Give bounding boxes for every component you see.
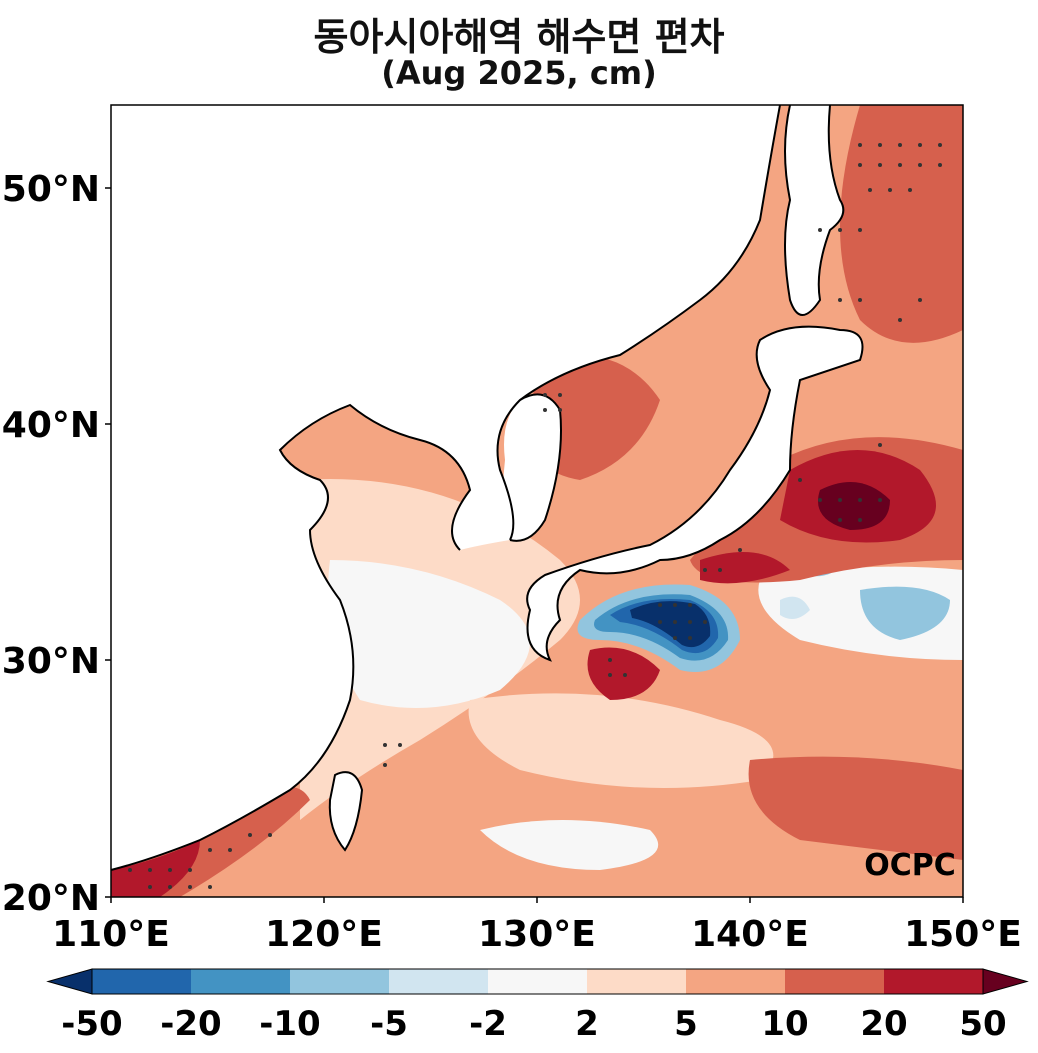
x-axis: 110°E 120°E 130°E 140°E 150°E	[52, 897, 1022, 955]
colorbar-swatch	[191, 969, 290, 994]
colorbar-swatch	[587, 969, 686, 994]
colorbar-tick-label: 20	[860, 1004, 907, 1044]
map-title: 동아시아해역 해수면 편차	[313, 15, 725, 59]
colorbar-tick-label: -5	[370, 1004, 408, 1044]
anomaly-dark-red-coast	[111, 840, 200, 897]
colorbar-swatch	[389, 969, 488, 994]
x-tick-label: 110°E	[52, 914, 170, 955]
map-subtitle: (Aug 2025, cm)	[381, 54, 657, 92]
y-axis: 50°N 40°N 30°N 20°N	[2, 169, 111, 919]
coastline-taiwan	[328, 771, 364, 852]
significance-stipple	[128, 143, 942, 889]
x-tick-label: 120°E	[265, 914, 383, 955]
coastline-japan	[526, 325, 864, 662]
colorbar-tick-label: -20	[160, 1004, 221, 1044]
colorbar-swatch	[92, 969, 191, 994]
colorbar-tick-label: 50	[959, 1004, 1006, 1044]
x-tick-label: 130°E	[478, 914, 596, 955]
x-tick-label: 150°E	[904, 914, 1022, 955]
anomaly-blue-east	[860, 586, 950, 640]
colorbar-extend-max	[982, 968, 1029, 995]
colorbar-swatch	[884, 969, 983, 994]
coastline-sakhalin	[784, 104, 845, 316]
anomaly-neutral-2	[480, 820, 659, 870]
colorbar-tick-label: -50	[61, 1004, 122, 1044]
land-japan	[527, 326, 863, 660]
watermark: OCPC	[864, 848, 956, 883]
coastline-china	[110, 403, 472, 871]
y-tick-label: 50°N	[2, 169, 100, 210]
anomaly-neutral-1	[328, 560, 530, 708]
colorbar-swatch	[488, 969, 587, 994]
colorbar-tick-label: 5	[674, 1004, 698, 1044]
anomaly-pale-blue	[780, 596, 810, 619]
land-korea	[503, 394, 561, 541]
anomaly-blue-eddy-core	[630, 601, 711, 648]
anomaly-red-southeast	[748, 756, 963, 860]
colorbar-swatch	[785, 969, 884, 994]
anomaly-red-north	[840, 105, 963, 343]
colorbar-frame	[91, 968, 984, 995]
coastline-mainland-north	[496, 104, 781, 541]
anomaly-red-east-sea	[528, 355, 660, 480]
colorbar-tick-label: -10	[259, 1004, 320, 1044]
colorbar-tick-label: 2	[575, 1004, 599, 1044]
colorbar-swatch	[290, 969, 389, 994]
anomaly-dark-red-2	[700, 552, 790, 584]
colorbar-swatch	[686, 969, 785, 994]
anomaly-light-2	[468, 693, 774, 788]
colorbar: -50 -20 -10 -5 -2 2 5 10 20 50	[46, 968, 1029, 1044]
land-sakhalin	[785, 105, 844, 315]
colorbar-tick-label: -2	[469, 1004, 507, 1044]
colorbar-extend-min	[46, 968, 93, 995]
x-tick-label: 140°E	[691, 914, 809, 955]
y-tick-label: 20°N	[2, 878, 100, 919]
y-tick-label: 40°N	[2, 405, 100, 446]
coastlines	[110, 104, 864, 871]
land-asia	[111, 105, 780, 870]
anomaly-darkest-red	[818, 482, 890, 530]
anomaly-field	[111, 105, 963, 897]
y-tick-label: 30°N	[2, 641, 100, 682]
colorbar-tick-label: 10	[761, 1004, 808, 1044]
